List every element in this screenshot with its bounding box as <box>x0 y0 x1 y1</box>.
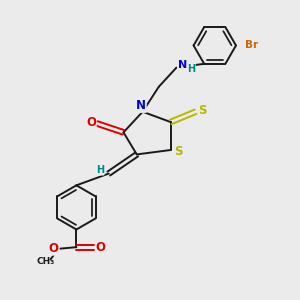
Text: S: S <box>174 145 182 158</box>
Text: O: O <box>49 242 59 255</box>
Text: S: S <box>198 104 206 117</box>
Text: Br: Br <box>245 40 259 50</box>
Text: O: O <box>86 116 96 128</box>
Text: H: H <box>187 64 195 74</box>
Text: O: O <box>95 241 106 254</box>
Text: H: H <box>96 165 104 175</box>
Text: N: N <box>136 99 146 112</box>
Text: CH₃: CH₃ <box>37 256 55 266</box>
Text: N: N <box>178 60 187 70</box>
